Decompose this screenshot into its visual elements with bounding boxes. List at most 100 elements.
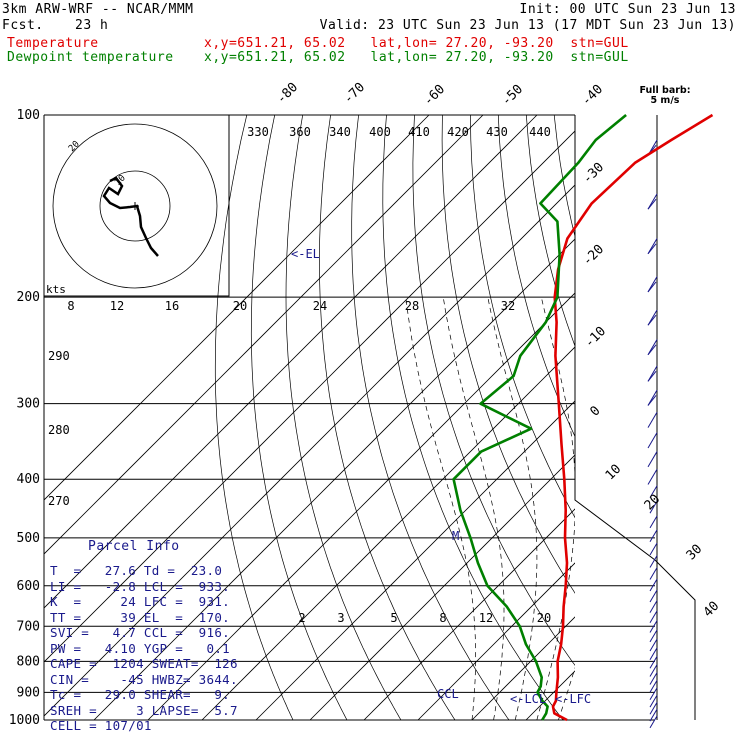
wind-barb bbox=[649, 529, 658, 543]
wind-barb bbox=[647, 309, 658, 326]
wind-barb bbox=[649, 647, 658, 661]
mixing-ratio-label: 8 bbox=[67, 299, 74, 313]
wind-barb-staff bbox=[649, 620, 658, 633]
wind-barb bbox=[647, 432, 658, 449]
wind-barb bbox=[649, 485, 658, 498]
dry-adiabat bbox=[351, 115, 510, 720]
dry-adiabat bbox=[694, 115, 740, 733]
wind-barb bbox=[649, 610, 658, 623]
temperature-legend: Temperature bbox=[7, 36, 99, 51]
wind-barb-staff bbox=[647, 412, 658, 428]
dewpoint-line bbox=[452, 113, 627, 721]
isotherm-line bbox=[44, 115, 484, 555]
wind-barb bbox=[649, 709, 658, 722]
mixing-ratio-label: 24 bbox=[313, 299, 327, 313]
wind-barb bbox=[649, 702, 658, 715]
wind-barb bbox=[647, 365, 658, 382]
dry-adiabat bbox=[525, 115, 575, 348]
wind-barb-staff bbox=[649, 638, 658, 652]
isotherm-label: -50 bbox=[499, 82, 526, 109]
barb-legend: Full barb: 5 m/s bbox=[636, 86, 694, 106]
parcel-row-8: CIN = -45 HWBZ= 3644. bbox=[50, 671, 238, 687]
wind-barb bbox=[649, 694, 658, 708]
wind-barb-staff bbox=[649, 600, 658, 613]
wind-barb-staff bbox=[649, 578, 658, 592]
moist-adiabat bbox=[442, 297, 505, 720]
wind-barb-staff bbox=[649, 542, 658, 556]
dry-adiabat bbox=[441, 115, 575, 594]
dry-adiabat bbox=[638, 115, 740, 733]
dry-adiabat bbox=[497, 115, 575, 438]
isotherm-label: -20 bbox=[580, 242, 607, 269]
mixing-ratio-label: 12 bbox=[479, 611, 493, 625]
wind-barb bbox=[649, 501, 658, 514]
wind-barb-flag bbox=[647, 395, 657, 406]
forecast-hour: 23 h bbox=[75, 18, 109, 33]
wind-barbs bbox=[647, 115, 658, 729]
wind-barb-flag bbox=[647, 344, 657, 356]
mixing-ratio-label: 16 bbox=[165, 299, 179, 313]
pressure-label: 1000 bbox=[9, 713, 40, 728]
wind-barb bbox=[649, 589, 658, 603]
theta-label: 400 bbox=[369, 125, 391, 139]
pressure-label: 600 bbox=[17, 579, 40, 594]
temperature-line bbox=[551, 113, 714, 722]
wind-barb bbox=[649, 542, 658, 556]
plot-boundary bbox=[574, 115, 696, 720]
parcel-row-9: Tc = 29.0 SHEAR= 9. bbox=[50, 687, 230, 702]
isotherm-label: -30 bbox=[580, 160, 607, 187]
mixing-ratio-label: 20 bbox=[233, 299, 247, 313]
isotherm-line bbox=[147, 292, 575, 720]
wind-barb bbox=[649, 656, 658, 669]
chart-grid bbox=[43, 114, 740, 733]
wind-barb-staff bbox=[649, 694, 658, 708]
barb-legend-line2: 5 m/s bbox=[650, 95, 680, 106]
pressure-label: 200 bbox=[17, 290, 40, 305]
moist-adiabat bbox=[602, 297, 740, 720]
wind-barb-staff bbox=[649, 664, 658, 677]
pressure-label: 800 bbox=[17, 654, 40, 669]
wind-barb bbox=[647, 339, 658, 356]
wind-barb-staff bbox=[649, 629, 658, 643]
wind-barb bbox=[649, 715, 658, 729]
mixing-ratio-label: 28 bbox=[405, 299, 419, 313]
mixing-ratio-label: 32 bbox=[501, 299, 515, 313]
wind-barb-staff bbox=[649, 567, 658, 580]
wind-barb-flag bbox=[647, 371, 657, 382]
mixing-ratio-label: 2 bbox=[298, 611, 305, 625]
wind-barb-staff bbox=[649, 529, 658, 543]
pressure-label: 100 bbox=[17, 108, 40, 123]
theta-label: 330 bbox=[247, 125, 269, 139]
dry-adiabat bbox=[250, 115, 348, 720]
parcel-row-1: T = 27.6 Td = 23.0 bbox=[50, 563, 223, 578]
isotherm-label: 0 bbox=[587, 403, 603, 419]
wind-barb bbox=[647, 389, 658, 406]
isotherm-line bbox=[44, 115, 430, 501]
lcl-annotation: <-LCL bbox=[510, 692, 546, 706]
wind-barb bbox=[649, 638, 658, 652]
wind-barb-flag bbox=[647, 314, 657, 326]
wind-barb-staff bbox=[649, 501, 658, 514]
parcel-info-title: Parcel Info bbox=[88, 539, 180, 554]
isotherm-label: -70 bbox=[341, 80, 368, 107]
mixing-ratio-label: 12 bbox=[110, 299, 124, 313]
isotherm-label: -60 bbox=[421, 82, 448, 109]
theta-label: 430 bbox=[486, 125, 508, 139]
isotherm-label: 20 bbox=[642, 492, 664, 514]
dry-adiabat bbox=[412, 115, 575, 666]
parcel-row-6: PW = 4.10 YGP = 0.1 bbox=[50, 640, 230, 656]
wind-barb bbox=[649, 620, 658, 633]
mixing-ratio-label: 8 bbox=[439, 611, 446, 625]
wind-barb bbox=[649, 687, 658, 701]
hodograph-frame bbox=[44, 115, 230, 297]
theta-label: 420 bbox=[447, 125, 469, 139]
wind-barb bbox=[649, 578, 658, 592]
pressure-label: 700 bbox=[17, 619, 40, 634]
theta-label: 360 bbox=[289, 125, 311, 139]
isotherm-line bbox=[44, 130, 575, 663]
wind-barb-flag bbox=[647, 281, 657, 293]
adiabat-label: 290 bbox=[48, 349, 70, 363]
dry-adiabat bbox=[319, 115, 456, 720]
wind-barb-flag bbox=[647, 243, 657, 255]
